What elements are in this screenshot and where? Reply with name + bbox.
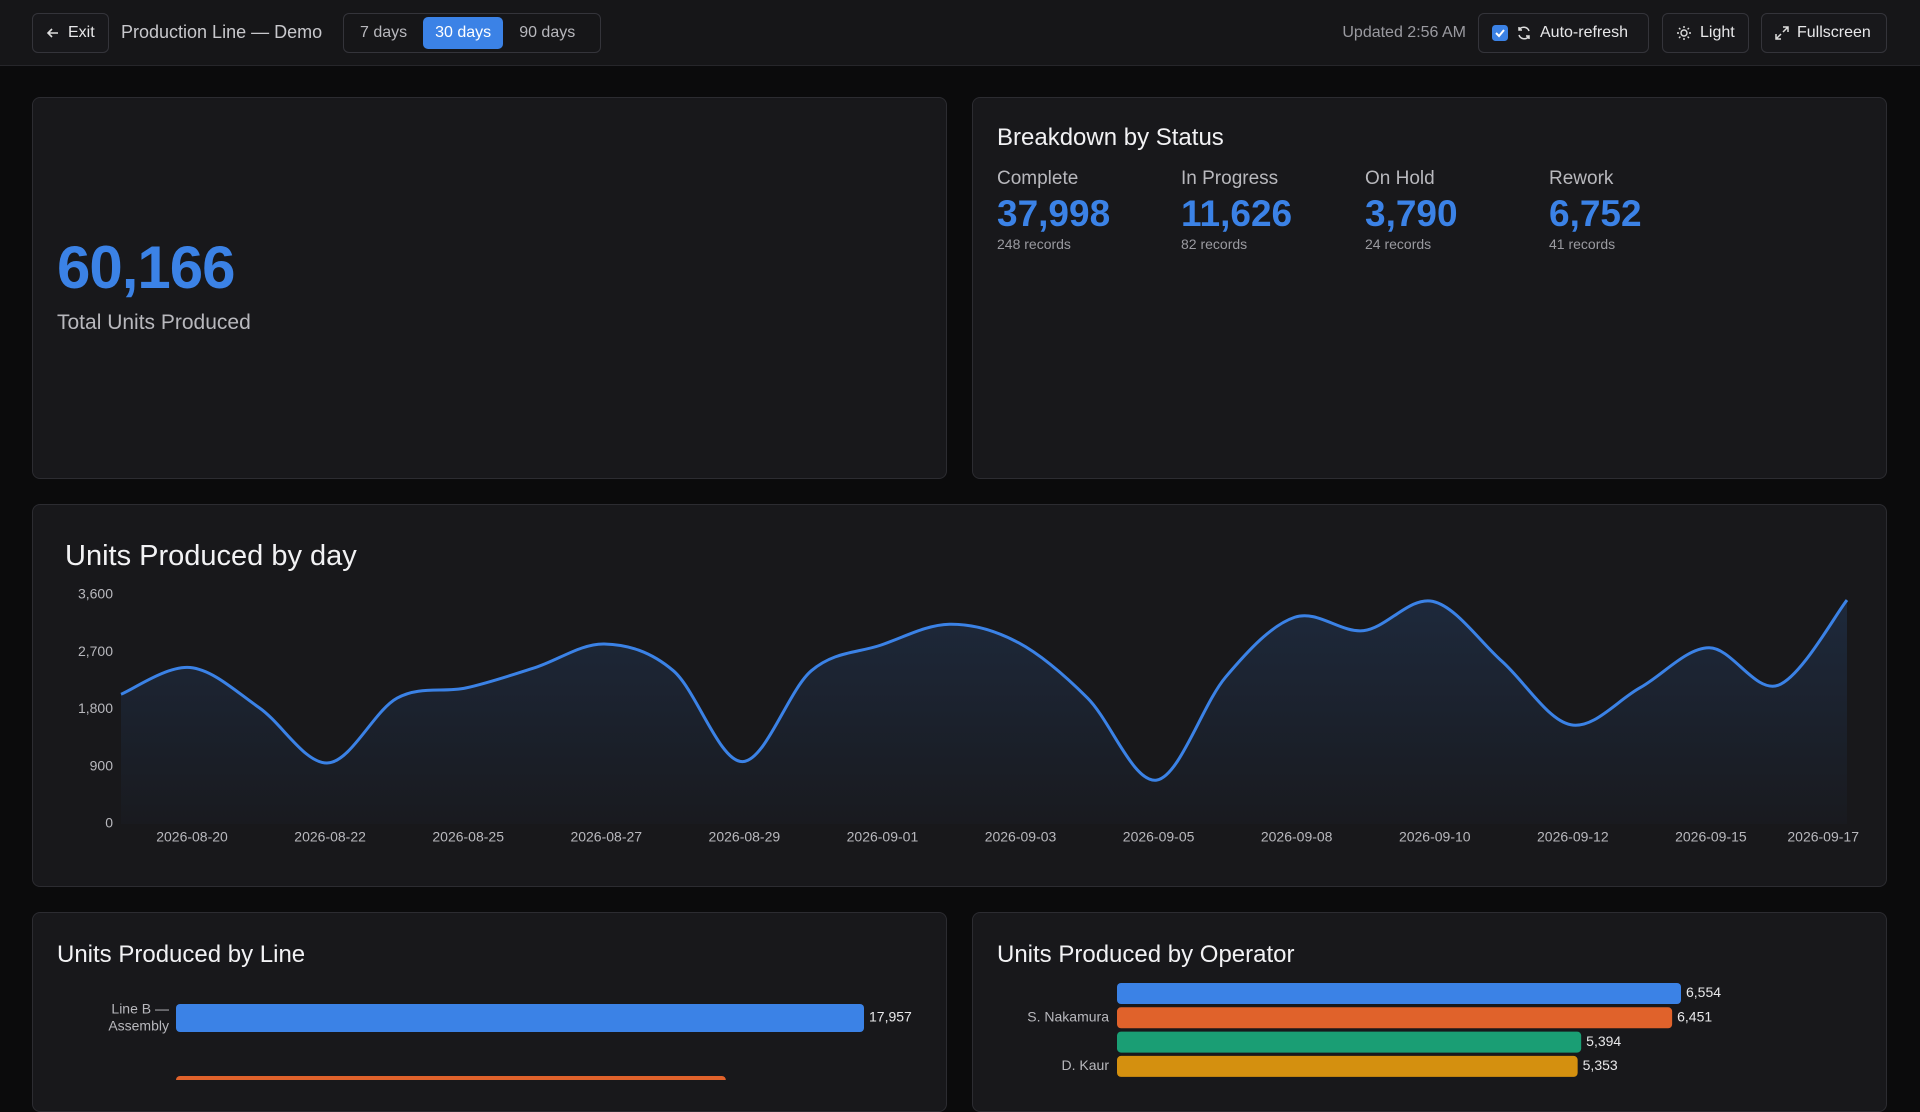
status-records: 248 records [997, 236, 1071, 252]
header: Exit Production Line — Demo 7 days 30 day… [0, 0, 1920, 66]
range-option[interactable]: 30 days [423, 17, 504, 49]
card-title: Breakdown by Status [997, 124, 1224, 151]
chart-title: Units Produced by Operator [997, 941, 1295, 968]
status-label: Rework [1549, 168, 1614, 189]
status-records: 41 records [1549, 236, 1616, 252]
chart-title: Units Produced by day [65, 540, 357, 572]
status-value: 11,626 [1181, 193, 1293, 234]
status-records: 82 records [1181, 236, 1248, 252]
status-value: 3,790 [1365, 193, 1458, 234]
expand-icon [1775, 26, 1789, 40]
exit-button[interactable]: Exit [32, 13, 109, 53]
status-label: Complete [997, 168, 1079, 189]
page-title: Production Line — Demo [121, 22, 323, 42]
exit-label: Exit [68, 24, 95, 41]
kpi-label: Total Units Produced [57, 311, 251, 334]
range-option[interactable]: 7 days [360, 24, 408, 41]
theme-button[interactable]: Light [1662, 13, 1749, 53]
chart-title: Units Produced by Line [57, 941, 306, 968]
kpi-value: 60,166 [57, 234, 236, 301]
sun-icon [1677, 26, 1691, 40]
line-chart-card: Units Produced by day [32, 504, 1887, 887]
status-label: In Progress [1181, 168, 1279, 189]
fullscreen-label: Fullscreen [1797, 24, 1871, 41]
kpi-card: 60,166 Total Units Produced [32, 97, 947, 479]
checkbox[interactable] [1492, 25, 1508, 41]
range-selector: 7 days 30 days 90 days [343, 13, 601, 53]
fullscreen-button[interactable]: Fullscreen [1761, 13, 1887, 53]
theme-label: Light [1700, 24, 1735, 41]
auto-refresh-label: Auto-refresh [1540, 24, 1629, 41]
refresh-icon [1518, 26, 1530, 40]
status-value: 6,752 [1549, 193, 1642, 234]
status-label: On Hold [1365, 168, 1435, 189]
arrow-icon [46, 28, 58, 38]
status-value: 37,998 [997, 193, 1111, 234]
breakdown-card: Breakdown by Status Complete 37,998 248 re… [972, 97, 1887, 479]
auto-refresh-button[interactable]: Auto-refresh [1478, 13, 1649, 53]
status-records: 24 records [1365, 236, 1432, 252]
bar-chart-card: Units Produced by Operator [972, 912, 1887, 1112]
range-option[interactable]: 90 days [519, 24, 576, 41]
bar-chart-card: Units Produced by Line [32, 912, 947, 1112]
updated-time: Updated 2:56 AM [1342, 24, 1466, 41]
